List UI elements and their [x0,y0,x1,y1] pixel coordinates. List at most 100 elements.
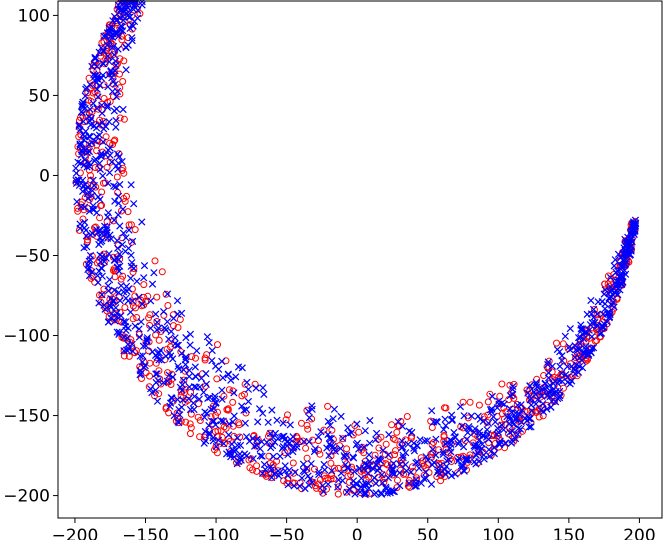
data-point-cross [603,310,612,318]
data-point-cross [126,308,135,316]
data-point-cross [97,74,106,82]
data-point-cross [566,324,574,333]
data-point-cross [412,475,420,484]
data-point-cross [139,352,147,360]
data-point-cross [588,332,596,341]
data-point-cross [525,423,533,431]
data-point-cross [544,369,553,377]
data-point-cross [398,437,406,445]
data-point-cross [366,439,374,447]
data-point-cross [610,262,618,270]
data-point-cross [112,183,120,191]
data-point-cross [501,439,510,447]
data-point-cross [355,464,364,472]
data-point-cross [600,290,608,298]
data-point-cross [98,118,107,127]
data-point-cross [243,378,251,387]
data-point-cross [112,92,121,101]
data-point-cross [192,373,200,381]
data-point-cross [170,411,178,420]
data-point-cross [175,365,183,373]
data-point-cross [138,218,146,226]
data-point-cross [203,333,212,341]
data-point-cross [606,273,615,282]
data-point-circle [77,114,84,121]
data-point-cross [512,415,520,424]
data-point-cross [334,476,343,484]
data-point-cross [325,451,333,460]
data-point-cross [350,467,359,476]
data-point-cross [631,222,640,230]
data-point-cross [543,405,551,413]
data-point-cross [167,352,175,360]
data-point-cross [103,29,112,37]
data-point-cross [94,93,102,101]
data-point-cross [495,400,503,408]
data-point-cross [104,179,112,187]
data-point-cross [273,416,281,424]
data-point-cross [428,407,436,415]
data-point-cross [601,300,609,308]
x-tick-label: −150 [122,526,169,540]
data-point-circle [223,406,231,414]
data-point-circle [590,306,598,313]
data-point-circle [222,424,230,432]
data-point-cross [471,425,479,433]
data-point-cross [113,236,121,245]
data-point-cross [420,437,429,445]
data-point-cross [554,394,562,403]
data-point-cross [485,445,493,454]
data-point-circle [220,392,228,400]
data-point-cross [224,371,233,379]
data-point-cross [115,152,123,161]
data-point-circle [389,435,397,442]
data-point-cross [416,436,424,444]
data-point-circle [419,457,427,465]
data-point-cross [319,482,327,490]
data-point-cross [630,230,638,238]
data-point-cross [344,464,352,472]
data-point-cross [85,147,94,156]
data-point-cross [93,85,101,93]
data-point-cross [110,51,118,59]
data-point-cross [524,413,532,421]
data-point-cross [150,269,158,277]
data-point-cross [268,406,276,414]
data-point-cross [533,396,542,404]
data-point-circle [304,425,312,433]
data-point-cross [125,226,133,234]
data-point-cross [97,149,106,158]
data-point-cross [383,489,392,497]
data-point-cross [121,247,130,256]
data-point-cross [402,467,411,475]
data-point-cross [111,57,120,65]
data-point-cross [324,480,332,488]
data-point-circle [238,392,246,400]
data-point-cross [361,427,369,435]
data-point-cross [103,229,111,237]
data-point-cross [440,425,448,434]
data-point-cross [115,267,123,275]
data-point-cross [81,132,89,141]
data-point-cross [153,370,161,378]
data-point-cross [299,460,308,468]
data-point-cross [447,472,456,480]
data-point-cross [496,437,504,445]
data-point-cross [205,430,214,439]
data-point-circle [186,430,194,438]
data-point-circle [109,141,117,148]
data-point-cross [305,414,314,422]
data-point-cross [165,335,173,343]
data-point-cross [366,457,374,466]
data-point-cross [173,341,181,349]
data-point-cross [627,236,635,244]
data-point-cross [119,205,127,213]
data-point-cross [439,450,447,459]
data-point-cross [307,460,315,468]
data-point-circle [273,457,281,465]
data-point-cross [105,118,113,126]
data-point-circle [119,78,127,85]
data-point-cross [90,60,98,68]
data-point-cross [261,465,269,474]
data-point-cross [357,474,366,482]
